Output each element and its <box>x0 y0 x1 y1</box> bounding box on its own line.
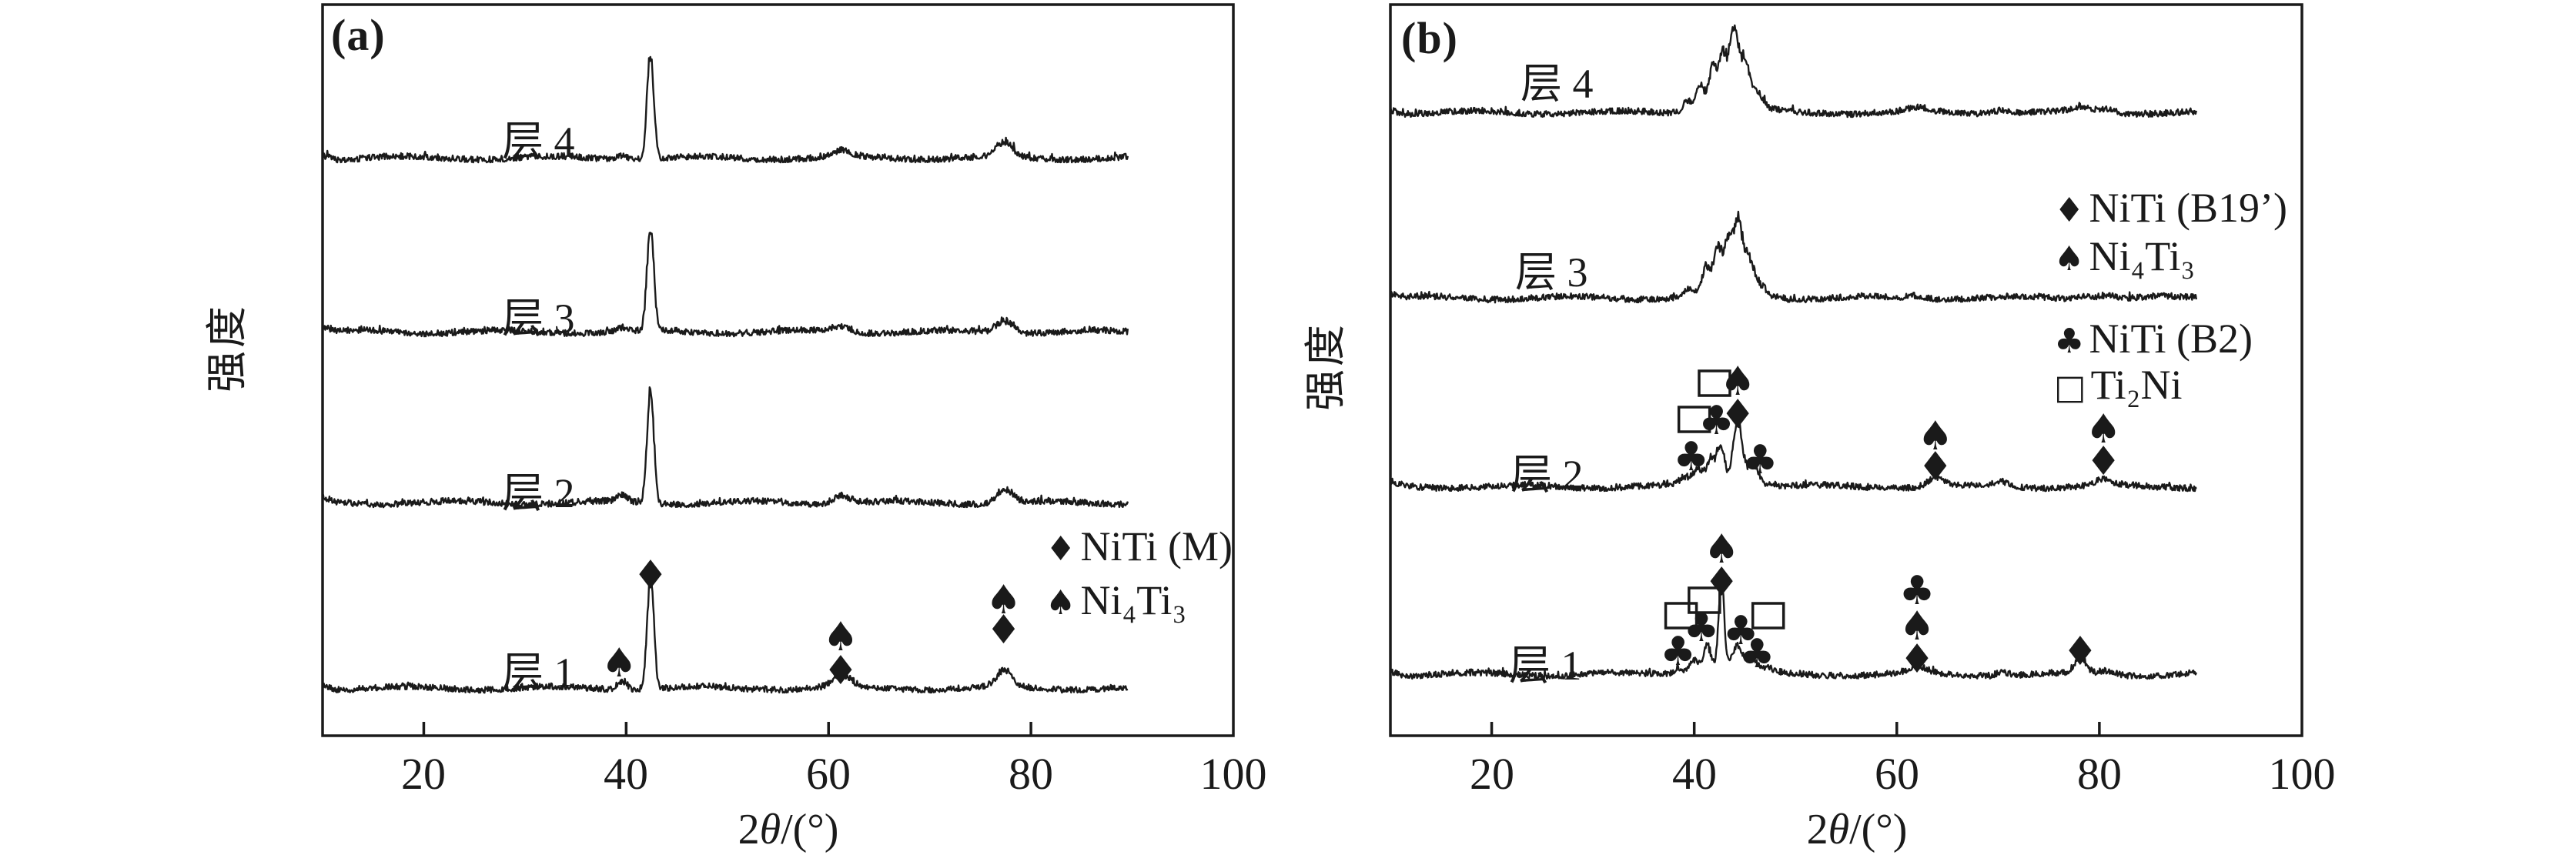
panel-b-tick-20: 20 <box>1470 749 1514 799</box>
panel-b-x-label-theta: θ <box>1828 806 1850 853</box>
panel-a-x-label-2: 2 <box>738 806 760 853</box>
diamond-marker-icon: ♦ <box>633 553 669 599</box>
diamond-marker-icon: ♦ <box>1720 392 1756 438</box>
square-marker-icon <box>1677 406 1711 433</box>
panel-b-legend-ti2ni: □ Ti₂Ni <box>2054 360 2183 409</box>
panel-b-legend-niti-b2-label: NiTi (B2) <box>2089 316 2253 362</box>
diamond-marker-icon: ♦ <box>1704 559 1740 606</box>
panel-b-tick-100: 100 <box>2268 749 2336 799</box>
spade-icon: ♠ <box>2054 239 2085 279</box>
panel-a-tick-60: 60 <box>806 749 851 799</box>
club-marker-icon: ♣ <box>1742 437 1778 483</box>
diamond-marker-icon: ♦ <box>1917 444 1953 490</box>
diamond-icon: ♦ <box>2054 191 2085 230</box>
club-marker-icon: ♣ <box>1899 568 1935 614</box>
panel-a-x-label-unit: /(°) <box>781 806 839 853</box>
panel-b-layer1-label: 层 1 <box>1509 643 1582 689</box>
diamond-marker-icon: ♦ <box>2086 439 2122 485</box>
panel-b-tick-40: 40 <box>1672 749 1717 799</box>
club-marker-icon: ♣ <box>1739 631 1775 677</box>
panel-b-layer2-label: 层 2 <box>1510 452 1584 498</box>
square-marker-icon <box>1664 602 1698 630</box>
panel-a-layer1-label: 层 1 <box>502 650 575 696</box>
panel-a-legend-ni4ti3: ♠ Ni₄Ti₃ <box>1045 576 1186 625</box>
panel-a-x-label-theta: θ <box>759 806 781 853</box>
spade-marker-icon: ♠ <box>1720 359 1756 405</box>
panel-b-legend-niti-b2: ♣ NiTi (B2) <box>2054 314 2253 363</box>
panel-a-curve-layer4 <box>322 55 1129 164</box>
spade-marker-icon: ♠ <box>1704 526 1740 573</box>
spade-marker-icon: ♠ <box>2086 406 2122 453</box>
spade-marker-icon: ♠ <box>985 577 1022 623</box>
panel-b-curve-layer2 <box>1390 415 2197 493</box>
spade-marker-icon: ♠ <box>823 614 859 660</box>
panel-a-x-axis-label: 2θ/(°) <box>673 805 904 854</box>
club-icon: ♣ <box>2054 322 2085 361</box>
panel-b-layer4-label: 层 4 <box>1521 61 1594 107</box>
panel-a-curve-layer1 <box>322 573 1129 694</box>
panel-a-tick-40: 40 <box>604 749 648 799</box>
panel-a-curve-layer3 <box>322 232 1129 338</box>
panel-b-tick-60: 60 <box>1875 749 1919 799</box>
panel-b-tick-80: 80 <box>2077 749 2122 799</box>
panel-a-curve-layer2 <box>322 386 1129 509</box>
club-marker-icon: ♣ <box>1660 629 1696 675</box>
panel-b-x-axis-label: 2θ/(°) <box>1741 805 1972 854</box>
diamond-marker-icon: ♦ <box>1899 636 1935 683</box>
diamond-marker-icon: ♦ <box>2062 629 2099 675</box>
panel-b-legend-niti-b19-label: NiTi (B19’) <box>2089 185 2288 231</box>
square-marker-icon <box>1688 586 1721 614</box>
panel-b-layer3-label: 层 3 <box>1515 249 1588 296</box>
panel-a-legend-niti-m-label: NiTi (M) <box>1080 523 1233 569</box>
panel-b-curve-layer3 <box>1390 210 2197 304</box>
diamond-marker-icon: ♦ <box>823 648 859 694</box>
panel-b-x-label-2: 2 <box>1806 806 1828 853</box>
diamond-marker-icon: ♦ <box>985 607 1022 653</box>
panel-b-letter: (b) <box>1401 13 1458 63</box>
square-icon: □ <box>2054 368 2086 407</box>
panel-a-layer4-label: 层 4 <box>502 119 575 165</box>
panel-b-legend-ni4ti3-label: Ni₄Ti₃ <box>2089 233 2196 279</box>
square-marker-icon <box>1751 602 1785 630</box>
panel-b-legend-ti2ni-label: Ti₂Ni <box>2090 362 2183 408</box>
panel-a-layer3-label: 层 3 <box>502 296 575 342</box>
panel-a-tick-80: 80 <box>1009 749 1053 799</box>
club-marker-icon: ♣ <box>1673 434 1709 480</box>
panel-b-legend-niti-b19: ♦ NiTi (B19’) <box>2054 183 2287 232</box>
panel-a-tick-20: 20 <box>401 749 446 799</box>
spade-icon: ♠ <box>1045 583 1076 623</box>
club-marker-icon: ♣ <box>1698 398 1735 444</box>
panel-b-legend-ni4ti3: ♠ Ni₄Ti₃ <box>2054 232 2195 281</box>
panel-b-curve-layer1 <box>1390 584 2197 680</box>
spade-marker-icon: ♠ <box>1917 413 1953 459</box>
panel-a-tick-100: 100 <box>1199 749 1267 799</box>
panel-a-y-axis-label: 强度 <box>204 303 250 392</box>
panel-a-layer2-label: 层 2 <box>502 470 575 516</box>
panel-a-legend-niti-m: ♦ NiTi (M) <box>1045 522 1233 571</box>
panel-a-letter: (a) <box>331 10 386 60</box>
panel-b-y-axis-label: 强度 <box>1303 322 1349 411</box>
panel-a-legend-ni4ti3-label: Ni₄Ti₃ <box>1080 577 1187 623</box>
diamond-icon: ♦ <box>1045 529 1076 569</box>
panel-b-x-label-unit: /(°) <box>1849 806 1908 853</box>
spade-marker-icon: ♠ <box>1899 603 1935 650</box>
spade-marker-icon: ♠ <box>601 640 637 686</box>
panel-b-curve-layer4 <box>1390 24 2197 119</box>
square-marker-icon <box>1698 369 1731 397</box>
